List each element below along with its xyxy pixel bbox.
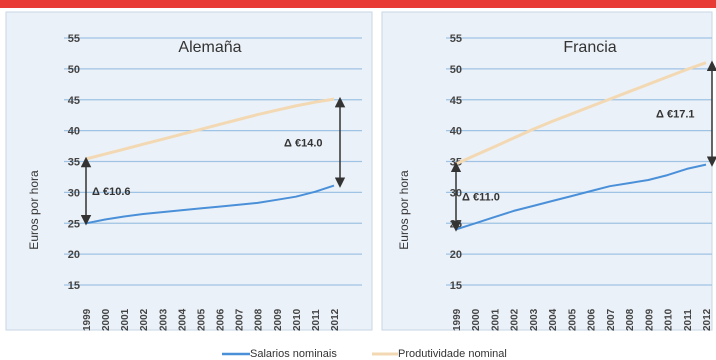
x-tick-label: 2000 xyxy=(101,308,112,331)
x-tick-label: 2003 xyxy=(529,308,540,331)
y-axis-label: Euros por hora xyxy=(397,170,411,250)
x-tick-label: 2002 xyxy=(139,308,150,331)
y-tick-label: 40 xyxy=(68,126,80,138)
y-tick-label: 20 xyxy=(68,249,80,261)
x-tick-label: 2004 xyxy=(548,308,559,331)
x-tick-label: 2006 xyxy=(216,308,227,331)
gap-label: Δ €17.1 xyxy=(656,109,695,121)
y-tick-label: 20 xyxy=(450,249,462,261)
series-line-salarios xyxy=(455,163,707,231)
gap-label: Δ €14.0 xyxy=(284,137,323,149)
y-tick-label: 30 xyxy=(68,187,80,199)
y-tick-label: 35 xyxy=(68,157,80,169)
panel-francia: 1520253035404550551999200020012002200320… xyxy=(381,11,716,331)
x-tick-label: 2011 xyxy=(683,309,694,331)
chart-title: Alemaña xyxy=(178,39,241,56)
x-tick-label: 2005 xyxy=(567,308,578,331)
series-line-produtividade xyxy=(85,97,335,161)
x-tick-label: 2008 xyxy=(254,308,265,331)
x-tick-label: 2001 xyxy=(490,308,501,331)
y-tick-label: 45 xyxy=(450,95,462,107)
y-tick-label: 50 xyxy=(450,64,462,76)
legend: Salarios nominais Produtividade nominal xyxy=(222,348,507,360)
y-tick-label: 50 xyxy=(68,64,80,76)
y-axis-label: Euros por hora xyxy=(27,170,41,250)
x-tick-label: 2009 xyxy=(644,308,655,331)
legend-label-salarios: Salarios nominais xyxy=(250,348,337,360)
panel-background xyxy=(5,11,373,331)
x-tick-label: 2002 xyxy=(510,308,521,331)
y-tick-label: 55 xyxy=(68,33,80,45)
y-tick-label: 15 xyxy=(450,280,462,292)
series-line-produtividade xyxy=(455,61,707,166)
chart-title: Francia xyxy=(563,39,616,56)
gap-label: Δ €11.0 xyxy=(462,192,500,204)
series-line-salarios xyxy=(85,184,335,225)
top-banner xyxy=(0,0,716,8)
x-tick-label: 2012 xyxy=(702,308,713,331)
x-tick-label: 2004 xyxy=(177,308,188,331)
x-tick-label: 2012 xyxy=(330,308,341,331)
x-tick-label: 2005 xyxy=(196,308,207,331)
x-tick-label: 2008 xyxy=(625,308,636,331)
legend-label-produtividade: Produtividade nominal xyxy=(398,348,507,360)
x-tick-label: 1999 xyxy=(452,308,463,331)
x-tick-label: 1999 xyxy=(82,308,93,331)
panel-alemana: 15 20 25 30 35 40 45 50 55 1999 2000 2001 2002 2003 20… xyxy=(5,11,373,331)
x-tick-label: 2010 xyxy=(664,308,675,331)
y-tick-label: 45 xyxy=(68,95,80,107)
x-tick-label: 2001 xyxy=(120,308,131,331)
x-tick-label: 2007 xyxy=(235,308,246,331)
x-tick-label: 2003 xyxy=(158,308,169,331)
x-tick-label: 2000 xyxy=(471,308,482,331)
gap-label: Δ €10.6 xyxy=(92,186,131,198)
x-tick-label: 2011 xyxy=(311,309,322,331)
y-tick-label: 15 xyxy=(68,280,80,292)
y-tick-label: 25 xyxy=(68,218,80,230)
x-tick-label: 2007 xyxy=(606,308,617,331)
y-tick-label: 55 xyxy=(450,33,462,45)
x-tick-label: 2006 xyxy=(587,308,598,331)
x-tick-label: 2009 xyxy=(273,308,284,331)
x-tick-label: 2010 xyxy=(292,308,303,331)
y-tick-label: 40 xyxy=(450,126,462,138)
panel-background xyxy=(381,11,713,331)
